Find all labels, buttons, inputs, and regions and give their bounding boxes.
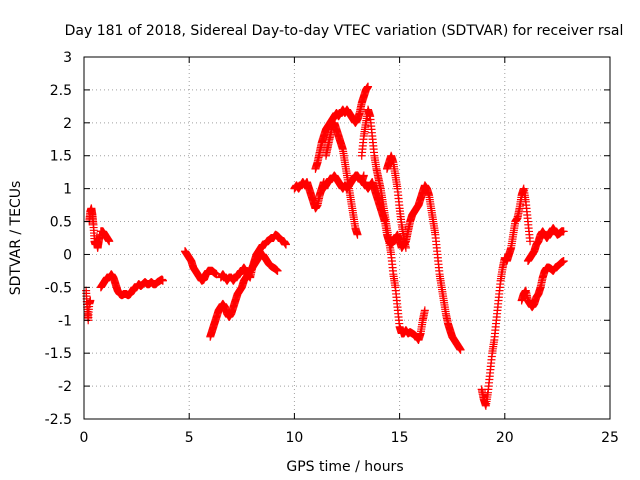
y-tick-label: 2.5 bbox=[50, 83, 72, 99]
y-tick-label: -2.5 bbox=[45, 412, 72, 428]
y-tick-label: 0 bbox=[63, 247, 72, 263]
data-point bbox=[86, 296, 95, 305]
y-tick-label: 1 bbox=[63, 182, 72, 198]
x-tick-label: 15 bbox=[391, 430, 409, 446]
data-point bbox=[420, 306, 429, 315]
y-tick-label: -0.5 bbox=[45, 280, 72, 296]
data-point bbox=[559, 227, 568, 236]
chart-title: Day 181 of 2018, Sidereal Day-to-day VTE… bbox=[65, 23, 624, 39]
y-tick-label: -1.5 bbox=[45, 346, 72, 362]
data-point bbox=[281, 240, 290, 249]
data-point bbox=[559, 257, 568, 266]
data-points bbox=[82, 82, 568, 410]
x-tick-label: 0 bbox=[80, 430, 89, 446]
y-axis-label: SDTVAR / TECUs bbox=[8, 181, 24, 296]
x-tick-label: 20 bbox=[496, 430, 514, 446]
x-tick-label: 5 bbox=[185, 430, 194, 446]
data-point bbox=[105, 237, 114, 246]
y-tick-label: -1 bbox=[58, 313, 72, 329]
data-point bbox=[158, 276, 167, 285]
y-tick-label: 1.5 bbox=[50, 149, 72, 165]
data-point bbox=[353, 230, 362, 239]
data-point bbox=[401, 243, 410, 252]
y-tick-label: -2 bbox=[58, 379, 72, 395]
y-axis: -2.5 -2 -1.5 -1 -0.5 0 0.5 1 1.5 2 2.5 3 bbox=[45, 50, 610, 428]
data-point bbox=[526, 237, 535, 246]
data-point bbox=[364, 82, 373, 91]
x-axis-label: GPS time / hours bbox=[286, 459, 403, 475]
data-point bbox=[273, 266, 282, 275]
y-tick-label: 3 bbox=[63, 50, 72, 66]
x-axis: 0 5 10 15 20 25 bbox=[80, 57, 619, 446]
plot-frame bbox=[83, 56, 611, 420]
data-point bbox=[456, 345, 465, 354]
x-tick-label: 25 bbox=[601, 430, 619, 446]
y-tick-label: 0.5 bbox=[50, 215, 72, 231]
x-tick-label: 10 bbox=[285, 430, 303, 446]
y-tick-label: 2 bbox=[63, 116, 72, 132]
